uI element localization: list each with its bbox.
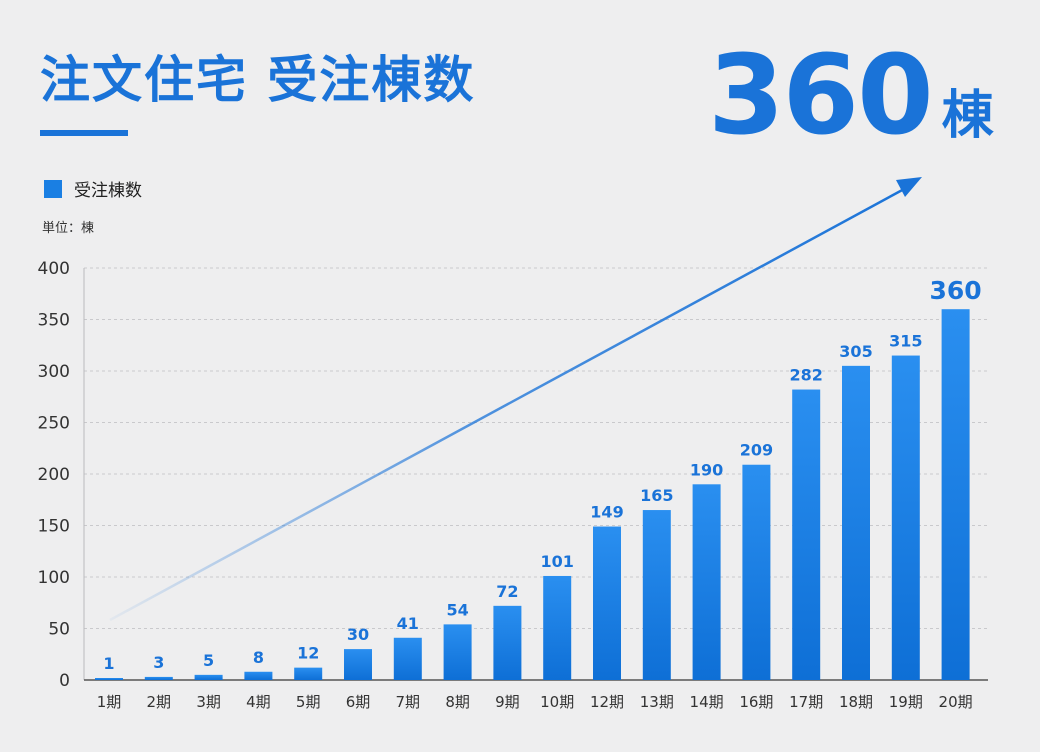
bar <box>842 365 870 680</box>
data-label: 72 <box>496 582 518 601</box>
bar <box>244 671 273 680</box>
x-tick-label: 12期 <box>590 693 624 711</box>
data-label: 190 <box>690 460 723 479</box>
x-tick-label: 2期 <box>147 693 172 711</box>
x-tick-label: 5期 <box>296 693 321 711</box>
data-label: 101 <box>540 552 573 571</box>
bar <box>95 678 123 680</box>
bar <box>941 309 970 680</box>
data-label: 282 <box>789 366 822 385</box>
bar <box>194 674 223 680</box>
bar <box>493 605 522 680</box>
x-tick-label: 4期 <box>246 693 271 711</box>
legend-label: 受注棟数 <box>74 181 142 201</box>
y-tick-label: 300 <box>38 362 70 382</box>
unit-label: 単位：棟 <box>42 221 95 236</box>
x-tick-label: 10期 <box>540 693 574 711</box>
x-tick-label: 9期 <box>495 693 520 711</box>
x-tick-label: 8期 <box>445 693 470 711</box>
x-tick-label: 3期 <box>196 693 221 711</box>
bar <box>593 526 621 680</box>
data-label: 3 <box>153 653 164 672</box>
bar <box>692 484 721 680</box>
x-tick-label: 1期 <box>97 693 122 711</box>
x-tick-label: 14期 <box>690 693 724 711</box>
x-tick-label: 7期 <box>396 693 421 711</box>
bar <box>443 624 472 680</box>
y-tick-label: 350 <box>38 311 70 331</box>
data-label: 8 <box>253 648 264 667</box>
total-unit: 棟 <box>941 86 994 146</box>
x-tick-label: 6期 <box>346 693 371 711</box>
data-label: 12 <box>297 644 319 663</box>
x-tick-label: 17期 <box>789 693 823 711</box>
data-label: 305 <box>839 342 872 361</box>
y-tick-label: 400 <box>38 259 70 279</box>
legend: 受注棟数 <box>44 176 142 201</box>
data-label: 54 <box>446 600 468 619</box>
bar <box>891 355 920 680</box>
bar <box>742 464 771 680</box>
data-label: 360 <box>930 276 982 305</box>
bar <box>792 389 821 680</box>
x-tick-label: 18期 <box>839 693 873 711</box>
y-tick-label: 200 <box>38 465 70 485</box>
data-label: 5 <box>203 651 214 670</box>
data-label: 30 <box>347 625 369 644</box>
data-label: 209 <box>740 441 773 460</box>
data-label: 165 <box>640 486 673 505</box>
x-tick-label: 20期 <box>939 693 973 711</box>
y-tick-label: 100 <box>38 568 70 588</box>
data-label: 149 <box>590 503 623 522</box>
bar <box>144 676 173 680</box>
x-tick-label: 16期 <box>739 693 773 711</box>
trend-arrow-head <box>896 177 922 197</box>
y-tick-label: 0 <box>59 671 70 691</box>
data-label: 41 <box>397 614 419 633</box>
total-highlight: 360 棟 <box>708 40 994 150</box>
bar <box>344 649 372 680</box>
trend-arrow-line <box>109 186 907 622</box>
bar <box>642 510 671 680</box>
x-tick-label: 13期 <box>640 693 674 711</box>
x-tick-label: 19期 <box>889 693 923 711</box>
bar <box>543 575 572 680</box>
legend-swatch <box>44 179 62 198</box>
y-tick-label: 250 <box>38 414 70 434</box>
y-tick-label: 50 <box>48 620 70 640</box>
data-label: 315 <box>889 332 922 351</box>
y-tick-label: 150 <box>38 517 70 537</box>
bar <box>393 637 422 680</box>
data-label: 1 <box>103 654 114 673</box>
title-underline <box>40 130 128 136</box>
total-value: 360 <box>708 31 934 159</box>
bar <box>294 667 323 680</box>
page-title: 注文住宅 受注棟数 <box>40 51 476 109</box>
